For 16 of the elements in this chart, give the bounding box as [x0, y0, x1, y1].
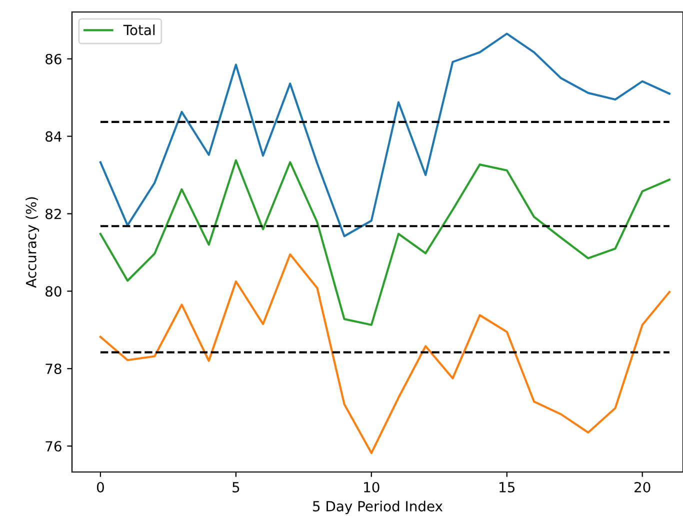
y-tick-label: 82: [46, 208, 61, 220]
x-tick-label: 15: [500, 482, 515, 492]
x-axis-title: 5 Day Period Index: [313, 500, 443, 514]
x-tick-label: 5: [232, 482, 240, 492]
legend-label: Total: [123, 24, 155, 36]
y-tick-label: 80: [46, 286, 62, 297]
x-tick-label: 10: [364, 482, 380, 492]
y-tick-label: 84: [46, 131, 62, 142]
y-tick-label: 76: [46, 441, 62, 452]
line-series: [99, 159, 670, 326]
x-tick-label: 0: [96, 482, 104, 492]
x-tick-label: 20: [634, 482, 650, 492]
y-tick-label: 86: [46, 54, 62, 64]
y-axis-title: Accuracy (%): [26, 197, 40, 288]
line-series: [99, 253, 670, 454]
y-tick-label: 78: [46, 364, 62, 374]
